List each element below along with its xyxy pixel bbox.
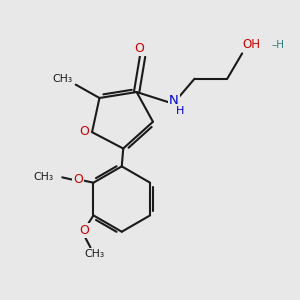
- Text: O: O: [73, 173, 83, 186]
- Text: OH: OH: [242, 38, 260, 51]
- Text: O: O: [79, 125, 89, 138]
- Text: CH₃: CH₃: [34, 172, 54, 182]
- Text: N: N: [169, 94, 179, 106]
- Text: O: O: [135, 42, 145, 56]
- Text: CH₃: CH₃: [53, 74, 73, 84]
- Text: H: H: [176, 106, 184, 116]
- Text: CH₃: CH₃: [85, 249, 105, 259]
- Text: O: O: [80, 224, 89, 237]
- Text: –H: –H: [271, 40, 284, 50]
